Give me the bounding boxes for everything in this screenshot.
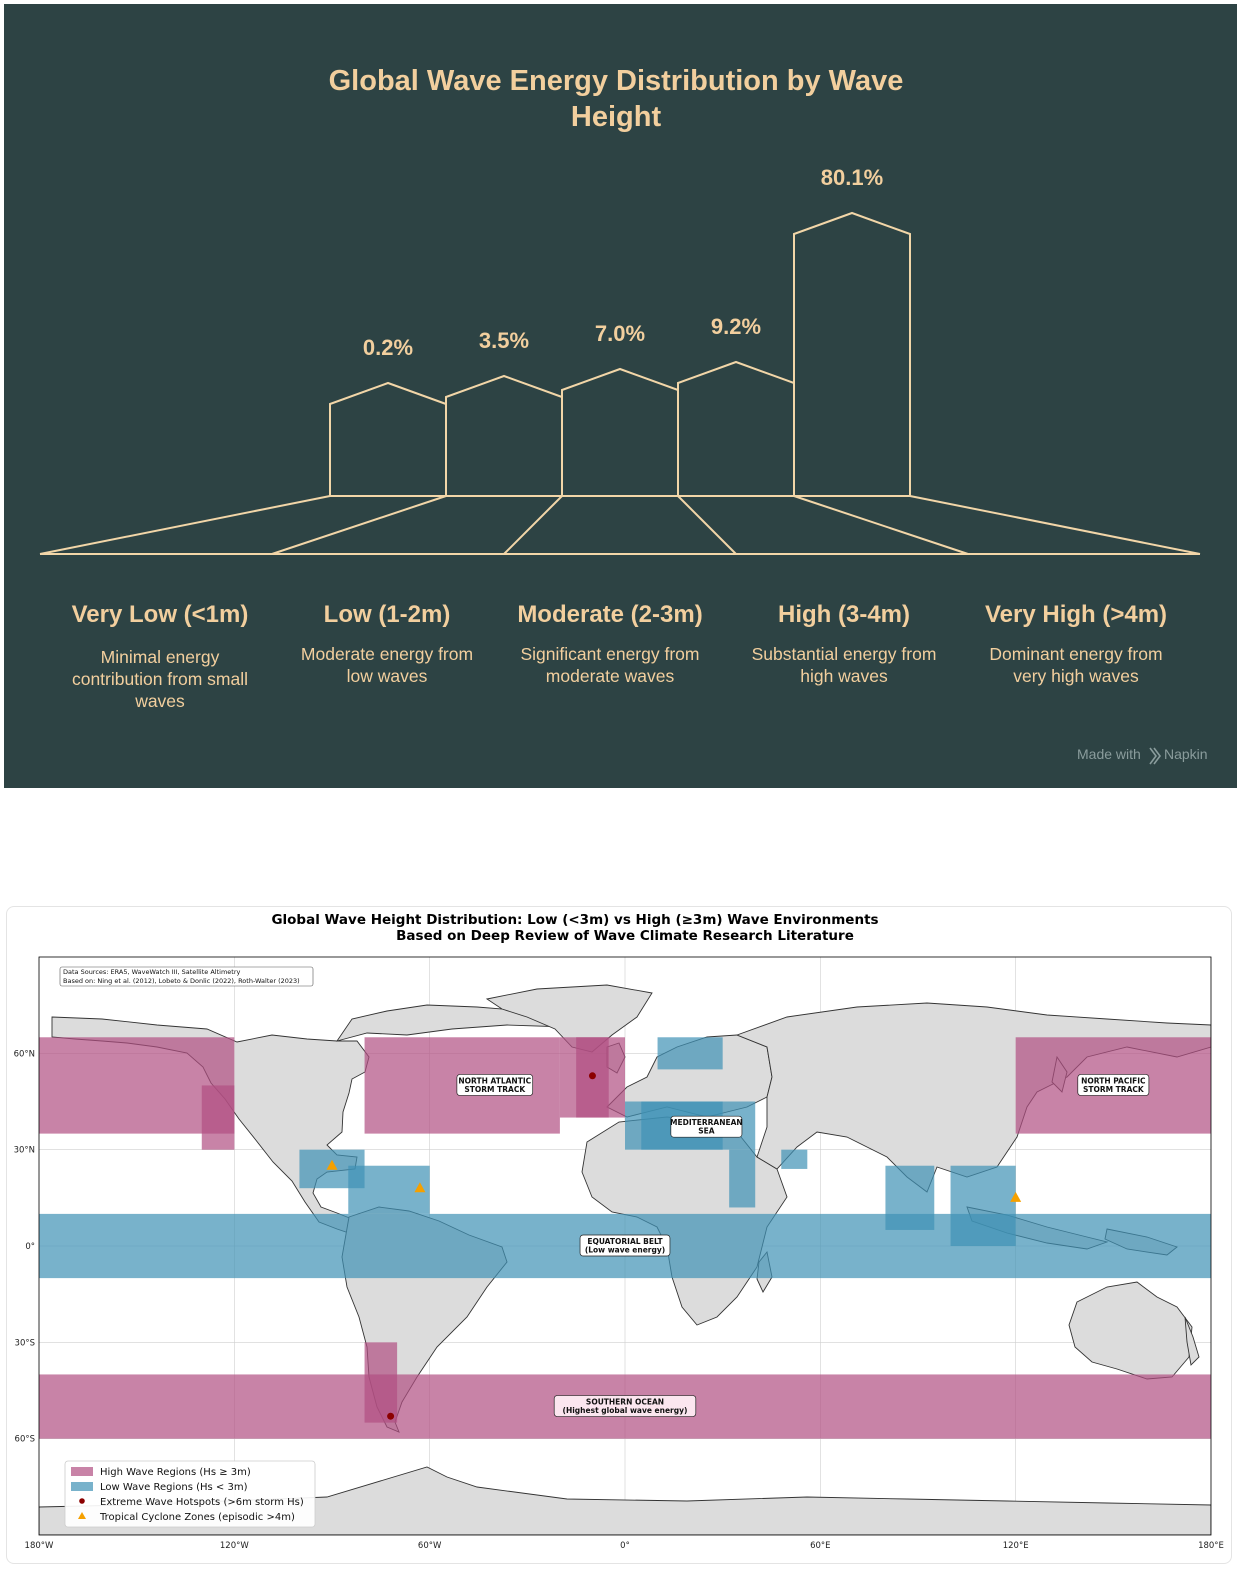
category-description-3-line-2: moderate waves <box>546 666 675 686</box>
region-label-3-line-2: STORM TRACK <box>1083 1085 1145 1094</box>
data-source-line2: Based on: Ning et al. (2012), Lobeto & D… <box>63 977 300 985</box>
energy-bar-2 <box>445 374 563 497</box>
infographic-title-line2: Height <box>571 101 662 133</box>
data-source-box: Data Sources: ERA5, WaveWatch III, Satel… <box>59 966 314 987</box>
energy-value-label-4: 9.2% <box>711 314 761 339</box>
category-description-1-line-3: waves <box>134 691 185 711</box>
energy-bar-3 <box>561 367 679 497</box>
region-label-2-line-2: SEA <box>698 1127 715 1136</box>
region-label-5-line-2: (Highest global wave energy) <box>563 1406 688 1415</box>
legend-hotspot-label: Extreme Wave Hotspots (>6m storm Hs) <box>100 1497 304 1508</box>
low-wave-region-8 <box>781 1149 808 1169</box>
category-description-2-line-1: Moderate energy from <box>301 644 473 664</box>
legend-cyclone-label: Tropical Cyclone Zones (episodic >4m) <box>99 1512 295 1523</box>
legend-low-swatch <box>71 1482 93 1491</box>
x-tick-label-2: 120°W <box>220 1541 249 1551</box>
energy-value-label-5: 80.1% <box>821 165 883 190</box>
wave-energy-chart: Global Wave Energy Distribution by Wave … <box>39 65 1208 765</box>
floor-divider-3 <box>503 495 563 555</box>
map-legend: High Wave Regions (Hs ≥ 3m) Low Wave Reg… <box>64 1460 316 1528</box>
map-frame <box>38 956 1212 1536</box>
floor-divider-4 <box>677 495 737 555</box>
high-wave-region-5 <box>559 1037 609 1118</box>
energy-value-label-1: 0.2% <box>363 335 413 360</box>
y-tick-label-5: 60°S <box>15 1435 35 1445</box>
floor-divider-1 <box>39 495 331 555</box>
map-title-line2: Based on Deep Review of Wave Climate Res… <box>396 928 854 944</box>
wave-height-map: Global Wave Height Distribution: Low (<3… <box>14 912 1224 1551</box>
energy-bar-5 <box>793 211 911 497</box>
category-label-5: Very High (>4m) <box>985 601 1167 628</box>
category-description-5-line-1: Dominant energy from <box>989 644 1162 664</box>
wave-energy-infographic: Global Wave Energy Distribution by Wave … <box>4 4 1237 788</box>
region-label-5-line-1: SOUTHERN OCEAN <box>586 1398 664 1407</box>
region-label-3-line-1: NORTH PACIFIC <box>1081 1076 1146 1085</box>
category-label-1: Very Low (<1m) <box>72 601 249 628</box>
category-label-3: Moderate (2-3m) <box>517 601 702 628</box>
extreme-hotspot-marker-1 <box>588 1072 596 1080</box>
extreme-hotspot-marker-2 <box>387 1412 395 1420</box>
low-wave-region-9 <box>885 1165 935 1230</box>
category-description-4-line-1: Substantial energy from <box>752 644 937 664</box>
y-tick-label-2: 30°N <box>14 1146 35 1156</box>
legend-high-label: High Wave Regions (Hs ≥ 3m) <box>100 1467 251 1478</box>
region-label-4-line-1: EQUATORIAL BELT <box>587 1237 663 1246</box>
category-description-1-line-1: Minimal energy <box>101 647 220 667</box>
y-tick-label-1: 60°N <box>14 1049 35 1059</box>
cyclone-zone-marker-2 <box>414 1182 426 1193</box>
category-label-2: Low (1-2m) <box>324 601 451 628</box>
infographic-title-line1: Global Wave Energy Distribution by Wave <box>329 65 904 97</box>
x-tick-label-5: 60°E <box>810 1541 830 1551</box>
region-label-2-line-1: MEDITERRANEAN <box>670 1118 743 1127</box>
data-source-line1: Data Sources: ERA5, WaveWatch III, Satel… <box>63 968 241 976</box>
cyclone-zone-marker-3 <box>1010 1191 1022 1202</box>
napkin-logo-icon <box>1149 747 1161 765</box>
legend-hotspot-marker <box>79 1498 85 1504</box>
made-with-label: Made with <box>1077 746 1141 762</box>
category-description-1-line-2: contribution from small <box>72 669 248 689</box>
wave-height-map-panel: Global Wave Height Distribution: Low (<3… <box>6 906 1232 1564</box>
y-tick-label-3: 0° <box>25 1242 35 1252</box>
energy-value-label-3: 7.0% <box>595 321 645 346</box>
energy-bar-4 <box>677 360 795 497</box>
low-wave-region-10 <box>950 1165 1016 1246</box>
region-label-4-line-2: (Low wave energy) <box>585 1246 665 1255</box>
high-wave-region-2 <box>201 1085 235 1150</box>
category-description-3-line-1: Significant energy from <box>521 644 700 664</box>
energy-bar-1 <box>329 381 447 497</box>
category-description-2-line-2: low waves <box>347 666 428 686</box>
y-tick-label-4: 30°S <box>15 1338 35 1348</box>
x-tick-label-7: 180°E <box>1198 1541 1224 1551</box>
legend-low-label: Low Wave Regions (Hs < 3m) <box>100 1482 248 1493</box>
x-tick-label-1: 180°W <box>25 1541 54 1551</box>
high-wave-region-8 <box>364 1342 398 1423</box>
floor-divider-2 <box>271 495 447 555</box>
region-label-5: SOUTHERN OCEAN(Highest global wave energ… <box>553 1395 697 1417</box>
category-description-4-line-2: high waves <box>800 666 888 686</box>
floor-divider-6 <box>909 495 1201 555</box>
region-label-4: EQUATORIAL BELT(Low wave energy) <box>579 1234 671 1257</box>
floor-divider-5 <box>793 495 969 555</box>
energy-value-label-2: 3.5% <box>479 328 529 353</box>
x-tick-label-4: 0° <box>620 1541 630 1551</box>
made-with-brand: Napkin <box>1164 746 1208 762</box>
legend-cyclone-marker <box>78 1512 86 1519</box>
legend-high-swatch <box>71 1467 93 1476</box>
low-wave-region-7 <box>729 1149 756 1208</box>
x-tick-label-6: 120°E <box>1003 1541 1029 1551</box>
x-tick-label-3: 60°W <box>418 1541 442 1551</box>
region-label-1-line-2: STORM TRACK <box>464 1085 526 1094</box>
low-wave-region-4 <box>657 1037 723 1070</box>
category-label-4: High (3-4m) <box>778 601 910 628</box>
map-title-line1: Global Wave Height Distribution: Low (<3… <box>271 912 878 928</box>
region-label-1-line-1: NORTH ATLANTIC <box>458 1076 531 1085</box>
category-description-5-line-2: very high waves <box>1013 666 1139 686</box>
cyclone-zone-marker-1 <box>326 1159 338 1170</box>
